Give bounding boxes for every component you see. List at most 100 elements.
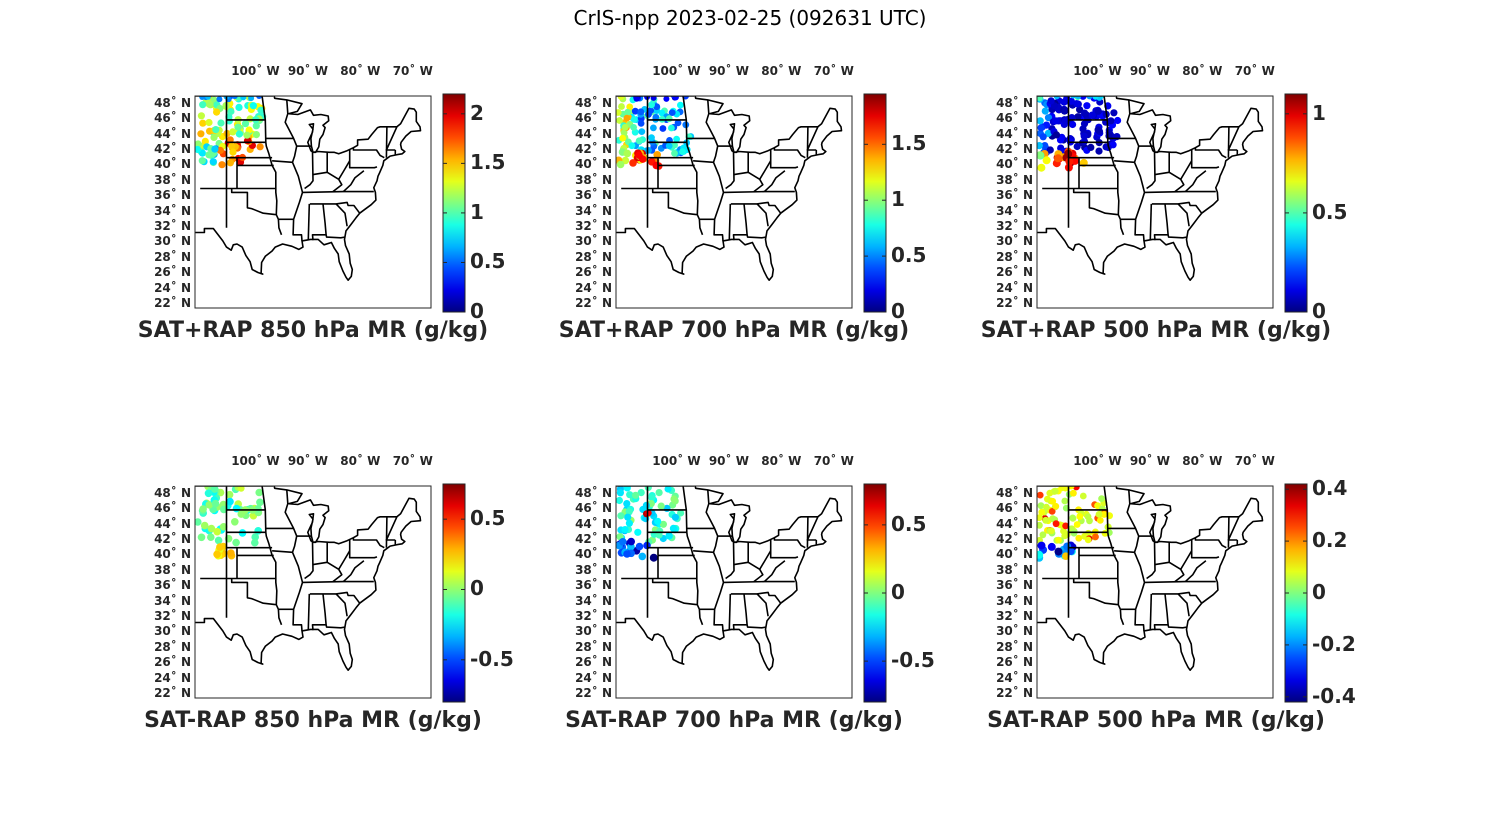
latitude-tick-label: 34˚ N — [154, 593, 191, 608]
observation-point — [1080, 120, 1089, 128]
observation-point — [201, 137, 209, 145]
observation-point — [1046, 489, 1054, 497]
observation-point — [645, 147, 652, 154]
state-boundary — [1167, 624, 1187, 629]
state-boundary — [693, 550, 714, 554]
map-svg — [615, 483, 887, 703]
latitude-tick-label: 40˚ N — [996, 547, 1033, 562]
state-boundary — [651, 578, 704, 626]
latitude-tick-label: 40˚ N — [996, 157, 1033, 172]
observation-point — [671, 149, 678, 157]
observation-point — [1080, 137, 1088, 145]
latitude-tick-label: 44˚ N — [575, 516, 612, 531]
observation-point — [1044, 129, 1052, 137]
state-boundary — [806, 126, 809, 158]
observation-point — [631, 107, 639, 115]
longitude-tick-label: 100˚ W — [1073, 64, 1122, 78]
longitude-tick-label: 90˚ W — [287, 64, 328, 78]
colorbar-tick-label: 1 — [891, 187, 905, 212]
observation-point — [256, 498, 264, 507]
state-boundary — [1146, 541, 1156, 580]
colorbar-tick-label: 0.5 — [891, 243, 927, 268]
latitude-tick-label: 32˚ N — [996, 609, 1033, 624]
panel-title: SAT+RAP 850 hPa MR (g/kg) — [137, 318, 489, 343]
map-frame — [1036, 95, 1274, 309]
observation-point — [668, 124, 675, 132]
observation-point — [630, 116, 638, 123]
observation-point — [1048, 508, 1056, 515]
state-boundary — [696, 578, 699, 605]
latitude-tick-label: 44˚ N — [575, 126, 612, 141]
latitude-tick-label: 46˚ N — [575, 501, 612, 516]
observation-point — [1061, 106, 1069, 115]
observation-point — [1073, 100, 1081, 108]
observation-point — [1044, 114, 1053, 122]
observation-point — [1067, 547, 1075, 556]
coastline-border — [1037, 486, 1264, 671]
latitude-tick-label: 36˚ N — [154, 578, 191, 593]
observation-point — [1037, 142, 1043, 150]
observation-point — [195, 518, 202, 526]
observation-point — [621, 526, 629, 534]
state-boundary — [759, 550, 772, 570]
longitude-tick-label: 90˚ W — [287, 454, 328, 468]
state-boundary — [746, 234, 766, 239]
colorbar-tick-label: 1.5 — [470, 150, 506, 175]
latitude-tick-label: 28˚ N — [154, 249, 191, 264]
observation-point — [205, 501, 214, 509]
observation-point — [251, 533, 259, 541]
observation-point — [1080, 132, 1088, 140]
state-boundary — [342, 170, 365, 193]
longitude-tick-label: 80˚ W — [340, 454, 381, 468]
state-boundary — [1072, 578, 1125, 626]
state-boundary — [304, 541, 314, 580]
observation-point — [620, 129, 628, 137]
observation-point — [1037, 541, 1046, 550]
observation-point — [616, 117, 623, 124]
state-boundary — [1227, 126, 1230, 158]
observation-point — [625, 508, 633, 516]
map-svg — [1036, 483, 1308, 703]
latitude-tick-label: 30˚ N — [575, 234, 612, 249]
longitude-tick-label: 100˚ W — [231, 64, 280, 78]
latitude-tick-label: 22˚ N — [575, 686, 612, 701]
observation-point — [1061, 117, 1069, 125]
observation-point — [635, 151, 643, 159]
observation-point — [1039, 531, 1047, 539]
state-boundary — [769, 150, 799, 169]
observation-point — [211, 499, 220, 508]
observation-point — [1067, 486, 1075, 490]
state-boundary — [1126, 99, 1146, 241]
latitude-tick-label: 26˚ N — [154, 265, 191, 280]
state-boundary — [385, 126, 388, 158]
latitude-tick-label: 44˚ N — [154, 516, 191, 531]
observation-point — [672, 96, 679, 101]
observation-point — [1094, 107, 1102, 115]
longitude-tick-label: 80˚ W — [1182, 64, 1223, 78]
latitude-tick-label: 48˚ N — [575, 95, 612, 110]
state-boundary — [348, 540, 378, 559]
latitude-tick-label: 32˚ N — [575, 219, 612, 234]
observation-point — [637, 489, 645, 497]
latitude-tick-label: 30˚ N — [154, 624, 191, 639]
longitude-tick-label: 100˚ W — [652, 454, 701, 468]
longitude-tick-label: 100˚ W — [231, 454, 280, 468]
latitude-tick-label: 48˚ N — [154, 95, 191, 110]
latitude-tick-label: 28˚ N — [575, 639, 612, 654]
observation-point — [1037, 96, 1043, 102]
map-svg — [1036, 93, 1308, 313]
latitude-tick-label: 32˚ N — [575, 609, 612, 624]
state-boundary — [1184, 560, 1207, 583]
observation-point — [1037, 124, 1045, 132]
observation-point — [1055, 536, 1062, 544]
observation-point — [229, 148, 237, 156]
latitude-tick-label: 38˚ N — [996, 172, 1033, 187]
observation-point — [1070, 489, 1077, 497]
observation-point — [1079, 96, 1087, 100]
observation-point — [226, 159, 234, 167]
state-boundary — [338, 160, 351, 180]
observation-point — [1088, 111, 1096, 119]
observation-point — [1052, 131, 1061, 139]
observation-point — [634, 528, 642, 536]
observation-point — [252, 122, 260, 130]
